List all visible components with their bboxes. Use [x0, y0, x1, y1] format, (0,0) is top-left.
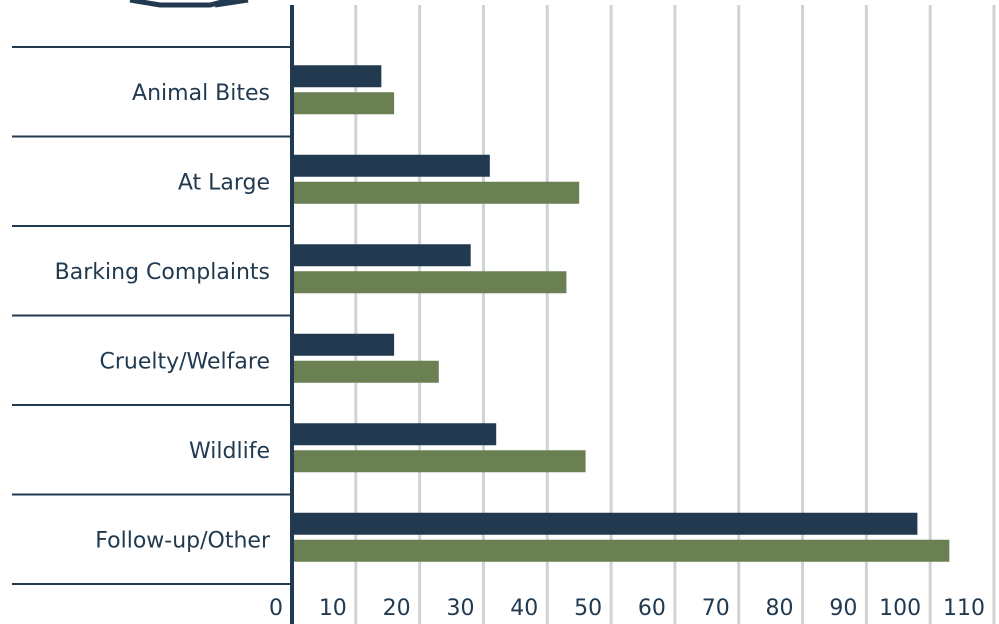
bar	[292, 154, 490, 177]
x-tick-label: 30	[446, 596, 474, 621]
x-tick-label: 60	[638, 596, 666, 621]
bar	[292, 65, 382, 88]
y-tick-label: Follow-up/Other	[95, 528, 271, 553]
x-tick-label: 110	[943, 596, 985, 621]
logo-fragment	[129, 0, 249, 8]
bar	[292, 450, 586, 473]
bar	[292, 539, 950, 562]
y-tick-label: Animal Bites	[132, 81, 270, 106]
bar	[292, 181, 580, 204]
x-tick-label: 80	[766, 596, 794, 621]
y-tick-label: Cruelty/Welfare	[100, 349, 271, 374]
bar	[292, 360, 439, 383]
y-tick-label: At Large	[178, 170, 270, 195]
y-tick-label: Barking Complaints	[55, 260, 270, 285]
x-tick-label: 40	[510, 596, 538, 621]
bar	[292, 92, 395, 115]
x-tick-label: 90	[829, 596, 857, 621]
bar	[292, 512, 918, 535]
bar	[292, 244, 471, 267]
x-tick-label: 100	[879, 596, 921, 621]
x-tick-label: 20	[383, 596, 411, 621]
bar	[292, 333, 395, 356]
x-tick-label: 10	[319, 596, 347, 621]
bar	[292, 423, 497, 446]
x-tick-label: 0	[269, 596, 283, 621]
y-tick-label: Wildlife	[189, 439, 270, 464]
x-tick-label: 50	[574, 596, 602, 621]
bar	[292, 271, 567, 294]
x-tick-label: 70	[702, 596, 730, 621]
